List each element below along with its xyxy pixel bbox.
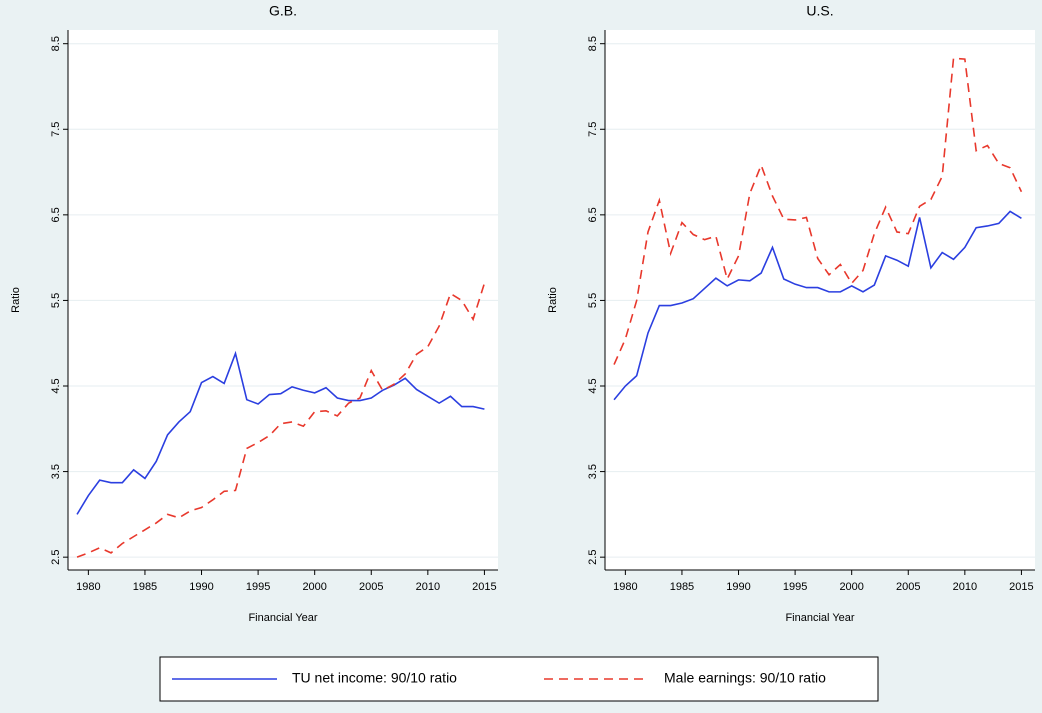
legend bbox=[159, 656, 879, 702]
x-tick-label: 2000 bbox=[302, 581, 326, 593]
x-tick-label: 1990 bbox=[189, 581, 213, 593]
legend-label: Male earnings: 90/10 ratio bbox=[664, 670, 826, 686]
x-tick-label: 1980 bbox=[76, 581, 100, 593]
data-line bbox=[76, 350, 485, 515]
y-tick-label: 3.5 bbox=[50, 464, 62, 479]
y-tick-label: 8.5 bbox=[587, 36, 599, 51]
y-tick-label: 7.5 bbox=[50, 122, 62, 137]
data-line bbox=[613, 210, 1022, 401]
x-tick-label: 1995 bbox=[783, 581, 807, 593]
y-tick-label: 4.5 bbox=[50, 378, 62, 393]
y-tick-label: 7.5 bbox=[587, 122, 599, 137]
y-axis-title: Ratio bbox=[10, 287, 22, 313]
y-tick-label: 2.5 bbox=[50, 550, 62, 565]
data-line bbox=[76, 283, 486, 558]
x-tick-label: 2010 bbox=[416, 581, 440, 593]
x-axis-title: Financial Year bbox=[785, 612, 854, 624]
y-tick-label: 6.5 bbox=[50, 207, 62, 222]
y-tick-label: 6.5 bbox=[587, 207, 599, 222]
x-tick-label: 2015 bbox=[1009, 581, 1033, 593]
y-tick-label: 8.5 bbox=[50, 36, 62, 51]
x-tick-label: 1990 bbox=[726, 581, 750, 593]
chart-title: U.S. bbox=[806, 3, 833, 19]
data-line bbox=[613, 57, 1023, 365]
legend-label: TU net income: 90/10 ratio bbox=[292, 670, 457, 686]
x-tick-label: 2005 bbox=[359, 581, 383, 593]
x-tick-label: 2010 bbox=[953, 581, 977, 593]
x-axis-title: Financial Year bbox=[248, 612, 317, 624]
x-tick-label: 1985 bbox=[670, 581, 694, 593]
y-tick-label: 5.5 bbox=[50, 293, 62, 308]
y-axis-title: Ratio bbox=[547, 287, 559, 313]
chart-title: G.B. bbox=[269, 3, 297, 19]
y-tick-label: 3.5 bbox=[587, 464, 599, 479]
x-tick-label: 1995 bbox=[246, 581, 270, 593]
x-tick-label: 2015 bbox=[472, 581, 496, 593]
y-tick-label: 2.5 bbox=[587, 550, 599, 565]
x-tick-label: 2000 bbox=[839, 581, 863, 593]
y-tick-label: 5.5 bbox=[587, 293, 599, 308]
x-tick-label: 2005 bbox=[896, 581, 920, 593]
x-tick-label: 1985 bbox=[133, 581, 157, 593]
x-tick-label: 1980 bbox=[613, 581, 637, 593]
y-tick-label: 4.5 bbox=[587, 378, 599, 393]
